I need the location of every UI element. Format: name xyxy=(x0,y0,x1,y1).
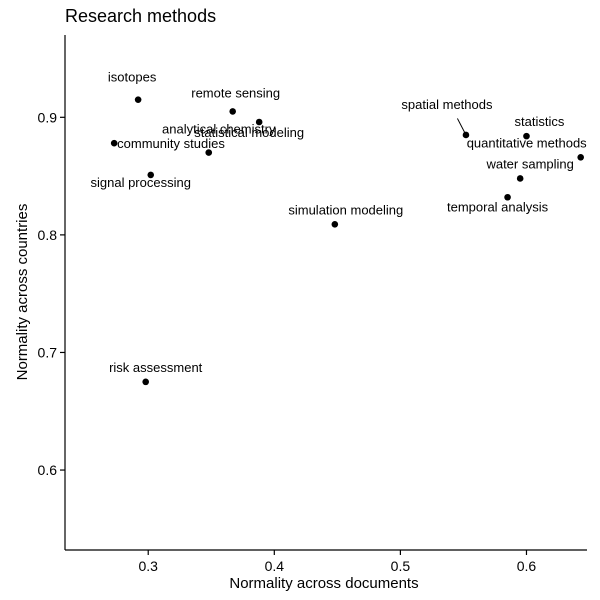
data-points xyxy=(110,96,584,386)
point-label: remote sensing xyxy=(191,85,280,100)
x-tick-label: 0.6 xyxy=(517,558,537,574)
y-axis-title: Normality across countries xyxy=(14,204,31,381)
data-point xyxy=(331,221,339,228)
point-label: risk assessment xyxy=(109,360,203,375)
data-point xyxy=(142,378,149,386)
point-label: statistical modeling xyxy=(194,125,304,140)
data-point xyxy=(462,131,470,139)
point-label: quantitative methods xyxy=(467,135,587,150)
point-label: statistics xyxy=(515,114,565,129)
data-point xyxy=(523,132,530,140)
point-label: spatial methods xyxy=(401,97,493,112)
x-tick-label: 0.5 xyxy=(391,558,411,574)
point-label: temporal analysis xyxy=(447,199,549,214)
x-tick-label: 0.3 xyxy=(138,558,158,574)
point-label: community studies xyxy=(117,136,225,151)
point-label: simulation modeling xyxy=(288,202,403,217)
data-point xyxy=(147,171,155,179)
point-label: analytical chemistry xyxy=(162,122,276,137)
point-label: isotopes xyxy=(108,70,157,85)
data-point xyxy=(577,153,584,161)
data-point xyxy=(134,96,142,103)
y-tick-label: 0.8 xyxy=(38,227,58,243)
x-tick-label: 0.4 xyxy=(265,558,285,574)
y-tick-label: 0.9 xyxy=(38,109,58,125)
point-label: water sampling xyxy=(485,156,573,171)
y-tick-label: 0.7 xyxy=(38,344,58,360)
data-point xyxy=(504,193,511,201)
x-axis-title: Normality across documents xyxy=(229,575,418,592)
data-point xyxy=(110,139,118,147)
y-tick-label: 0.6 xyxy=(38,462,58,478)
plot-area: 0.3 0.4 0.5 0.6 0.6 0.7 0.8 0.9 isotopes remote… xyxy=(38,35,588,574)
chart-title: Research methods xyxy=(65,6,216,26)
data-point xyxy=(229,108,236,115)
point-label: signal processing xyxy=(91,175,191,190)
x-axis-ticks: 0.3 0.4 0.5 0.6 xyxy=(138,550,536,574)
y-axis-ticks: 0.6 0.7 0.8 0.9 xyxy=(38,109,65,478)
data-point xyxy=(205,149,213,156)
data-point xyxy=(516,175,524,182)
point-labels: isotopes remote sensing statistical modeli… xyxy=(91,70,588,375)
data-point xyxy=(255,118,263,126)
